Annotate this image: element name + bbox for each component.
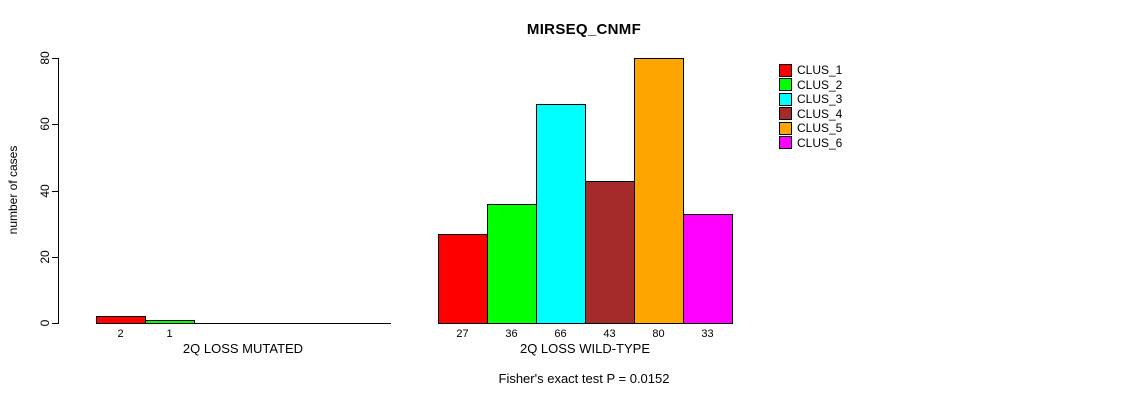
bar-clus_5 <box>634 58 684 324</box>
group-axis-baseline <box>96 323 391 324</box>
bar-value-label: 80 <box>652 328 665 340</box>
legend-label: CLUS_1 <box>797 63 843 78</box>
bar-clus_6 <box>683 214 733 324</box>
y-tick <box>52 190 58 192</box>
legend-label: CLUS_6 <box>797 135 843 150</box>
bar-clus_2 <box>487 204 537 324</box>
legend-item: CLUS_4 <box>779 106 843 121</box>
y-tick <box>52 124 58 126</box>
legend-item: CLUS_3 <box>779 92 843 107</box>
legend-label: CLUS_4 <box>797 106 843 121</box>
group-label: 2Q LOSS MUTATED <box>182 341 304 356</box>
y-tick-label: 40 <box>38 183 52 198</box>
y-tick-label: 0 <box>38 319 52 327</box>
fisher-test-annotation: Fisher's exact test P = 0.0152 <box>498 371 670 386</box>
y-tick <box>52 323 58 324</box>
legend-swatch <box>779 78 792 92</box>
bar-value-label: 2 <box>117 328 124 340</box>
legend-item: CLUS_1 <box>779 63 843 78</box>
y-tick <box>52 256 58 258</box>
legend-item: CLUS_2 <box>779 77 843 92</box>
legend-label: CLUS_3 <box>797 92 843 107</box>
legend-swatch <box>779 121 792 135</box>
y-tick-label: 80 <box>38 51 52 65</box>
y-axis-line <box>58 58 59 324</box>
bar-clus_4 <box>585 181 635 324</box>
bar-clus_1 <box>438 234 488 324</box>
bar-clus_1 <box>96 316 146 324</box>
bar-clus_3 <box>536 104 586 324</box>
bar-value-label: 66 <box>554 328 567 340</box>
bar-clus_2 <box>145 320 195 324</box>
legend-item: CLUS_5 <box>779 121 843 136</box>
legend-swatch <box>779 92 792 106</box>
legend-item: CLUS_6 <box>779 135 843 150</box>
group-label: 2Q LOSS WILD-TYPE <box>519 341 651 356</box>
legend-swatch <box>779 107 792 121</box>
bar-value-label: 27 <box>456 328 469 340</box>
bar-value-label: 36 <box>505 328 518 340</box>
legend: CLUS_1 CLUS_2 CLUS_3 CLUS_4 CLUS_5 CLUS_6 <box>779 63 843 150</box>
y-tick-label: 20 <box>38 250 52 264</box>
legend-label: CLUS_5 <box>797 121 843 136</box>
bar-value-label: 43 <box>603 328 616 340</box>
bar-value-label: 1 <box>166 328 173 340</box>
chart-title: MIRSEQ_CNMF <box>526 21 642 38</box>
legend-label: CLUS_2 <box>797 77 843 92</box>
legend-swatch <box>779 63 792 77</box>
y-tick <box>52 58 58 59</box>
y-axis-label: number of cases <box>6 145 20 235</box>
bar-value-label: 33 <box>701 328 714 340</box>
legend-swatch <box>779 136 792 150</box>
y-tick-label: 60 <box>38 117 52 131</box>
